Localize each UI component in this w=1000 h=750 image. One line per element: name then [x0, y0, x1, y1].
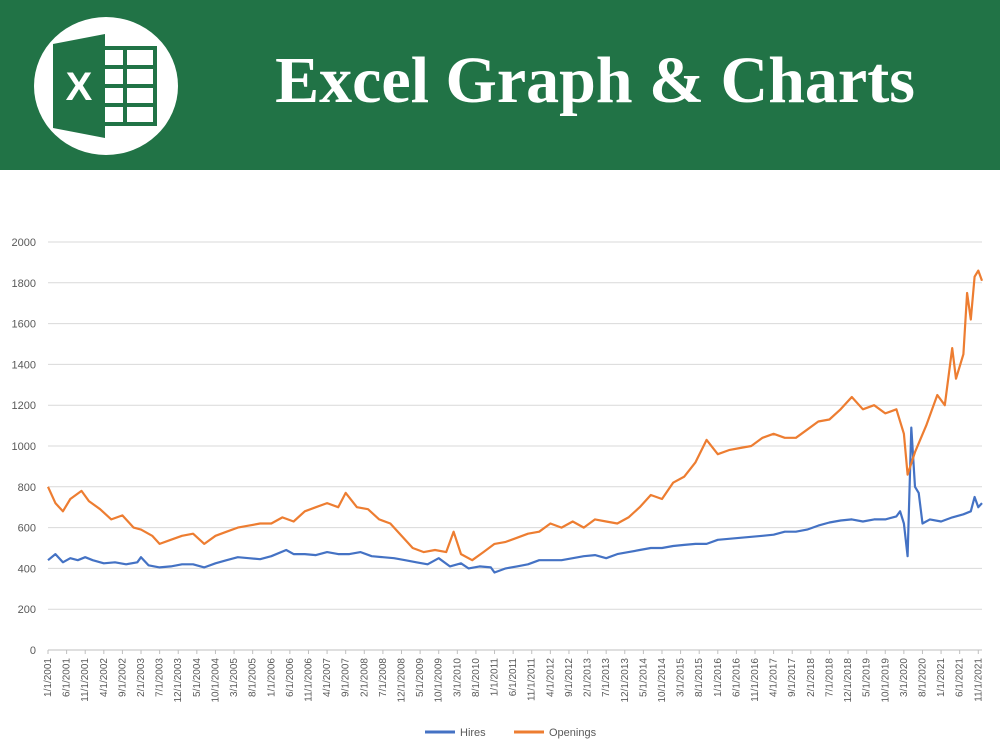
x-tick-label: 12/1/2008 — [397, 658, 408, 703]
x-tick-label: 12/1/2018 — [843, 658, 854, 703]
x-tick-label: 3/1/2010 — [452, 658, 463, 697]
y-tick-label: 200 — [18, 604, 36, 616]
x-tick-label: 3/1/2020 — [899, 658, 910, 697]
x-tick-label: 6/1/2016 — [731, 658, 742, 697]
y-tick-label: 1400 — [12, 359, 36, 371]
x-tick-label: 11/1/2016 — [750, 658, 761, 702]
x-tick-label: 11/1/2001 — [80, 658, 91, 702]
x-tick-label: 2/1/2018 — [806, 658, 817, 697]
x-tick-label: 2/1/2013 — [583, 658, 594, 697]
y-tick-label: 400 — [18, 563, 36, 575]
x-tick-label: 1/1/2011 — [490, 658, 501, 697]
x-tick-label: 10/1/2019 — [880, 658, 891, 703]
x-axis-tick-labels: 1/1/2001 6/1/2001 11/1/2001 4/1/2002 9/1/200… — [43, 650, 984, 703]
x-tick-label: 9/1/2017 — [787, 658, 798, 697]
x-tick-label: 11/1/2011 — [527, 658, 538, 701]
y-tick-label: 600 — [18, 523, 36, 535]
y-tick-label: 1200 — [12, 400, 36, 412]
line-chart: 0 200 400 600 800 1000 1200 1400 1600 1800 2000 1/… — [0, 170, 1000, 750]
y-tick-label: 1800 — [12, 278, 36, 290]
x-tick-label: 7/1/2003 — [155, 658, 166, 697]
x-tick-label: 10/1/2009 — [434, 658, 445, 703]
x-tick-label: 2/1/2008 — [359, 658, 370, 697]
legend-label-hires: Hires — [460, 727, 486, 739]
x-tick-label: 11/1/2006 — [303, 658, 314, 702]
x-tick-label: 4/1/2012 — [545, 658, 556, 697]
x-tick-label: 7/1/2018 — [824, 658, 835, 697]
y-tick-label: 2000 — [12, 237, 36, 249]
series-lines — [46, 269, 984, 574]
excel-logo-icon: X — [34, 17, 178, 155]
series-line-hires — [47, 426, 983, 574]
x-tick-label: 1/1/2016 — [713, 658, 724, 697]
x-tick-label: 1/1/2021 — [936, 658, 947, 697]
excel-logo-letter: X — [66, 65, 93, 109]
x-tick-label: 10/1/2014 — [657, 658, 668, 703]
x-tick-label: 9/1/2002 — [117, 658, 128, 697]
x-tick-label: 12/1/2003 — [173, 658, 184, 703]
x-tick-label: 5/1/2014 — [638, 658, 649, 697]
x-tick-label: 8/1/2020 — [917, 658, 928, 697]
x-tick-label: 5/1/2009 — [415, 658, 426, 697]
x-tick-label: 3/1/2015 — [676, 658, 687, 697]
x-tick-label: 8/1/2015 — [694, 658, 705, 697]
x-tick-label: 6/1/2006 — [285, 658, 296, 697]
x-tick-label: 5/1/2004 — [192, 658, 203, 697]
legend: Hires Openings — [425, 727, 597, 739]
x-tick-label: 11/1/2021 — [973, 658, 984, 702]
y-axis-tick-labels: 0 200 400 600 800 1000 1200 1400 1600 1800 2000 — [12, 237, 36, 657]
chart-canvas: 0 200 400 600 800 1000 1200 1400 1600 1800 2000 1/… — [12, 237, 985, 739]
x-tick-label: 6/1/2011 — [508, 658, 519, 697]
x-tick-label: 7/1/2013 — [601, 658, 612, 697]
x-tick-label: 1/1/2001 — [43, 658, 54, 697]
y-tick-label: 1000 — [12, 441, 36, 453]
series-line-openings — [46, 269, 984, 562]
y-tick-label: 800 — [18, 482, 36, 494]
x-tick-label: 6/1/2001 — [62, 658, 73, 697]
y-tick-label: 0 — [30, 645, 36, 657]
x-tick-label: 9/1/2007 — [341, 658, 352, 697]
x-tick-label: 1/1/2006 — [266, 658, 277, 697]
x-tick-label: 2/1/2003 — [136, 658, 147, 697]
y-tick-label: 1600 — [12, 319, 36, 331]
x-tick-label: 5/1/2019 — [862, 658, 873, 697]
page-title: Excel Graph & Charts — [275, 44, 915, 117]
x-tick-label: 3/1/2005 — [229, 658, 240, 697]
x-tick-label: 10/1/2004 — [210, 658, 221, 703]
legend-label-openings: Openings — [549, 727, 597, 739]
gridlines — [48, 241, 982, 651]
x-tick-label: 4/1/2002 — [99, 658, 110, 697]
x-tick-label: 7/1/2008 — [378, 658, 389, 697]
x-tick-label: 4/1/2017 — [769, 658, 780, 697]
x-tick-label: 8/1/2005 — [248, 658, 259, 697]
x-tick-label: 9/1/2012 — [564, 658, 575, 697]
x-tick-label: 4/1/2007 — [322, 658, 333, 697]
header-banner: X Excel Graph & Charts — [0, 0, 1000, 170]
x-tick-label: 12/1/2013 — [620, 658, 631, 703]
x-tick-label: 6/1/2021 — [955, 658, 966, 697]
x-tick-label: 8/1/2010 — [471, 658, 482, 697]
